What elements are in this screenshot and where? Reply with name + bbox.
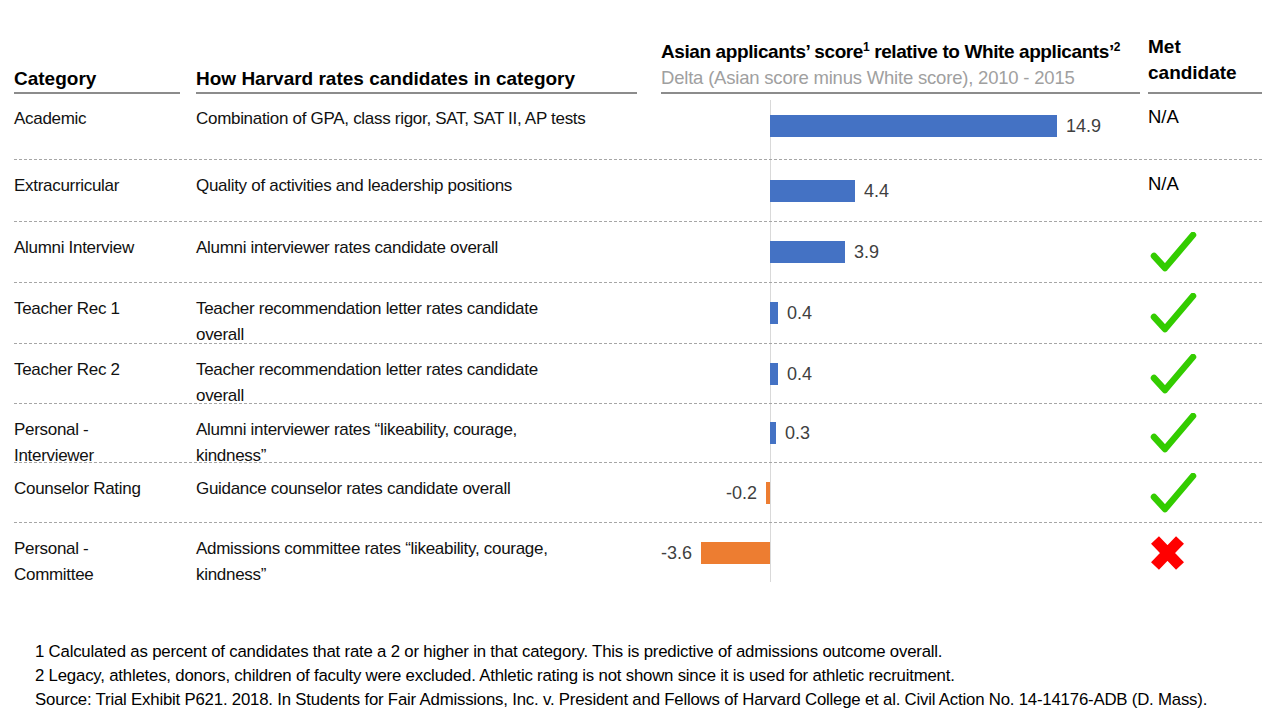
category-column-header: Category [14, 68, 96, 90]
delta-value-label: -0.2 [697, 482, 757, 504]
description-cell: Alumni interviewer rates “likeability, c… [196, 404, 660, 462]
chart-title: Asian applicants’ score1 relative to Whi… [661, 34, 1120, 65]
description-cell: Alumni interviewer rates candidate overa… [196, 222, 660, 282]
category-cell: Personal - Committee [14, 523, 196, 583]
met-na-label: N/A [1148, 93, 1262, 128]
description-column-header: How Harvard rates candidates in category [196, 68, 575, 90]
cross-icon [1148, 534, 1186, 572]
table-row: Extracurricular Quality of activities an… [14, 160, 1262, 222]
description-cell: Combination of GPA, class rigor, SAT, SA… [196, 93, 660, 159]
met-cell [1140, 463, 1262, 522]
table-row: Personal - Interviewer Alumni interviewe… [14, 404, 1262, 463]
met-column-header: Met candidate [1148, 34, 1237, 86]
met-na-label: N/A [1148, 160, 1262, 195]
description-cell: Teacher recommendation letter rates cand… [196, 344, 660, 403]
delta-bar [701, 542, 770, 564]
check-icon [1148, 413, 1198, 453]
category-cell: Alumni Interview [14, 222, 196, 282]
category-cell: Teacher Rec 1 [14, 283, 196, 343]
delta-bar [770, 363, 778, 385]
delta-bar-cell: 0.4 [660, 344, 1140, 403]
delta-bar [770, 115, 1057, 137]
delta-bar [766, 482, 770, 504]
infographic-canvas: Category How Harvard rates candidates in… [0, 0, 1280, 720]
met-cell [1140, 344, 1262, 403]
delta-bar-cell: 0.4 [660, 283, 1140, 343]
category-cell: Personal - Interviewer [14, 404, 196, 462]
delta-value-label: 14.9 [1066, 115, 1101, 137]
category-cell: Teacher Rec 2 [14, 344, 196, 403]
delta-bar [770, 302, 778, 324]
check-icon [1148, 232, 1198, 272]
delta-bar-cell: 14.9 [660, 93, 1140, 159]
met-cell [1140, 222, 1262, 282]
category-cell: Extracurricular [14, 160, 196, 221]
table-row: Personal - Committee Admissions committe… [14, 523, 1262, 583]
category-cell: Academic [14, 93, 196, 159]
table-row: Counselor Rating Guidance counselor rate… [14, 463, 1262, 523]
delta-bar-cell: 0.3 [660, 404, 1140, 462]
delta-bar-cell: -0.2 [660, 463, 1140, 522]
met-cell: N/A [1140, 93, 1262, 159]
delta-value-label: 3.9 [854, 241, 879, 263]
met-cell [1140, 283, 1262, 343]
footnotes: 1 Calculated as percent of candidates th… [35, 640, 1207, 712]
check-icon [1148, 354, 1198, 394]
description-cell: Teacher recommendation letter rates cand… [196, 283, 660, 343]
met-header-line2: candidate [1148, 60, 1237, 86]
delta-bar-cell: 4.4 [660, 160, 1140, 221]
delta-bar [770, 422, 776, 444]
description-cell: Admissions committee rates “likeability,… [196, 523, 660, 583]
delta-value-label: 0.4 [787, 363, 812, 385]
chart-title-text: relative to White applicants’ [869, 41, 1114, 62]
table-row: Teacher Rec 1 Teacher recommendation let… [14, 283, 1262, 344]
delta-value-label: -3.6 [632, 542, 692, 564]
category-cell: Counselor Rating [14, 463, 196, 522]
delta-bar [770, 241, 845, 263]
met-cell [1140, 523, 1262, 583]
delta-bar [770, 180, 855, 202]
delta-bar-cell: 3.9 [660, 222, 1140, 282]
check-icon [1148, 293, 1198, 333]
delta-value-label: 4.4 [864, 180, 889, 202]
table-row: Academic Combination of GPA, class rigor… [14, 93, 1262, 160]
table-row: Teacher Rec 2 Teacher recommendation let… [14, 344, 1262, 404]
footnote-marker-2: 2 [1114, 40, 1120, 54]
footnote-1: 1 Calculated as percent of candidates th… [35, 640, 1207, 664]
check-icon [1148, 473, 1198, 513]
description-cell: Guidance counselor rates candidate overa… [196, 463, 660, 522]
met-header-line1: Met [1148, 34, 1237, 60]
description-cell: Quality of activities and leadership pos… [196, 160, 660, 221]
source-line: Source: Trial Exhibit P621. 2018. In Stu… [35, 688, 1207, 712]
met-cell [1140, 404, 1262, 462]
table-body: Academic Combination of GPA, class rigor… [14, 93, 1262, 583]
delta-value-label: 0.3 [785, 422, 810, 444]
delta-column-header: Asian applicants’ score1 relative to Whi… [661, 34, 1120, 91]
delta-value-label: 0.4 [787, 302, 812, 324]
chart-title-text: Asian applicants’ score [661, 41, 863, 62]
delta-bar-cell: -3.6 [660, 523, 1140, 583]
footnote-2: 2 Legacy, athletes, donors, children of … [35, 664, 1207, 688]
table-row: Alumni Interview Alumni interviewer rate… [14, 222, 1262, 283]
chart-subtitle: Delta (Asian score minus White score), 2… [661, 65, 1120, 91]
met-cell: N/A [1140, 160, 1262, 221]
